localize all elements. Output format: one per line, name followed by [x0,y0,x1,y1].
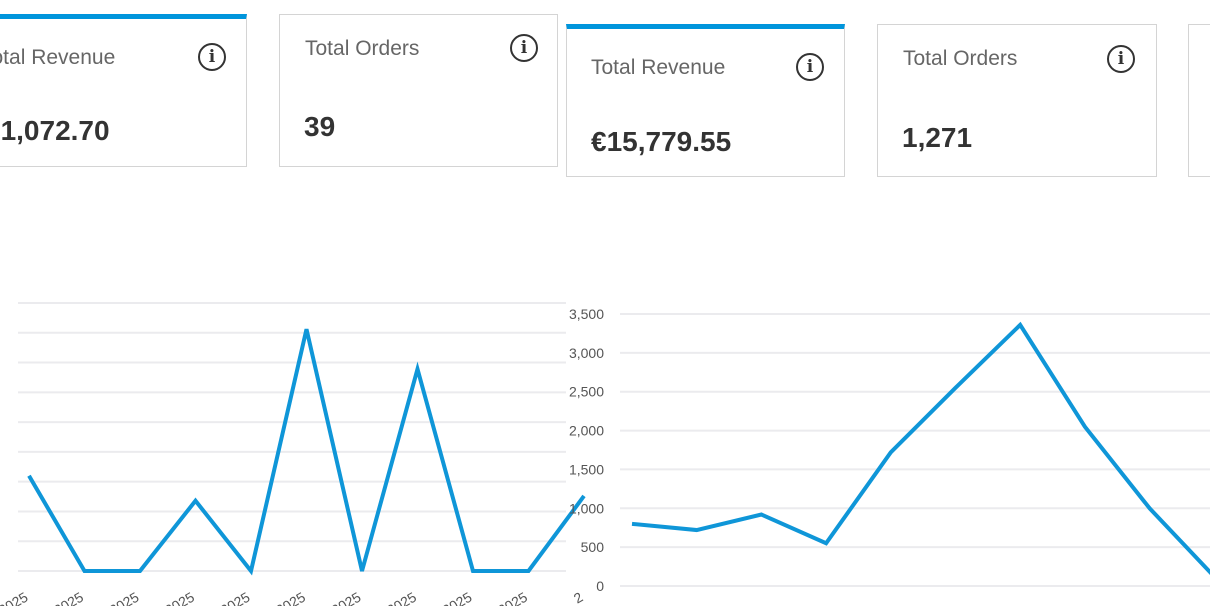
total-orders-value: 1,271 [902,122,973,153]
y-tick-label: 2,500 [569,384,604,400]
info-icon[interactable]: i [198,43,226,71]
total-revenue-title: Total Revenue [591,56,726,79]
y-tick-label: 1,500 [569,461,604,477]
y-tick-label: 3,500 [569,306,604,322]
total-orders-title: Total Orders [305,37,420,60]
total-revenue-value: €15,779.55 [591,126,732,157]
y-tick-label: 1,000 [569,500,604,516]
kpi-card-partial [1188,24,1210,177]
y-tick-label: 3,000 [569,345,604,361]
total-orders-card-right: Total Orders i 1,271 [877,24,1157,177]
info-icon[interactable]: i [796,53,824,81]
y-tick-label: 500 [581,539,605,555]
total-orders-card-left: Total Orders i 39 [279,14,558,167]
total-revenue-value: €1,072.70 [0,115,110,146]
total-revenue-card-left: Total Revenue i €1,072.70 [0,14,247,167]
series-line [631,321,1210,576]
y-tick-label: 2,000 [569,423,604,439]
info-icon[interactable]: i [1107,45,1135,73]
y-tick-label: 0 [596,578,604,594]
total-revenue-title: Total Revenue [0,46,116,69]
total-orders-title: Total Orders [903,47,1018,70]
info-icon[interactable]: i [510,34,538,62]
series-line [27,328,586,576]
total-revenue-card-right: Total Revenue i €15,779.55 [566,24,845,177]
total-orders-value: 39 [304,111,336,142]
